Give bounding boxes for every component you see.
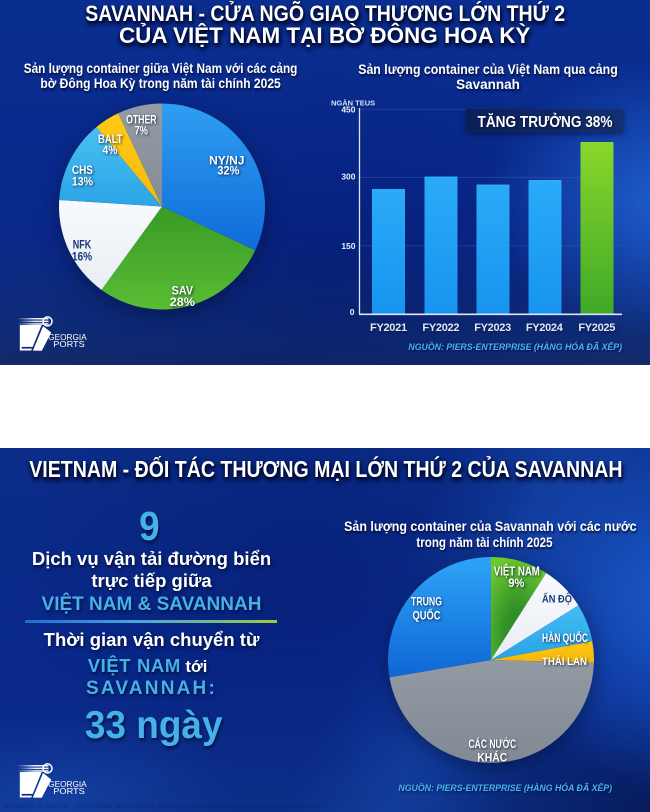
svg-text:BALT: BALT [98,133,123,146]
svg-text:FY2025: FY2025 [578,322,615,334]
svg-text:SAV: SAV [172,285,194,298]
svg-text:9%: 9% [508,578,524,590]
svg-text:QUỐC: QUỐC [413,607,441,622]
svg-text:FY2024: FY2024 [526,322,564,334]
svg-text:7%: 7% [134,124,148,137]
svg-text:0: 0 [350,307,355,317]
svg-text:150: 150 [341,241,355,251]
svg-text:NGÀN TEUS: NGÀN TEUS [331,99,375,108]
svg-text:HÀN QUỐC: HÀN QUỐC [542,629,588,645]
svg-text:VIỆT NAM: VIỆT NAM [494,564,540,579]
svg-text:16%: 16% [72,251,92,264]
svg-text:FY2023: FY2023 [474,322,511,334]
svg-text:PORTS: PORTS [53,340,85,349]
svg-text:OTHER: OTHER [126,114,157,127]
svg-text:13%: 13% [72,176,93,189]
svg-text:CÁC NƯỚC: CÁC NƯỚC [468,737,516,752]
svg-text:450: 450 [341,104,355,114]
svg-text:GEORGIA: GEORGIA [48,333,87,342]
svg-text:THÁI LAN: THÁI LAN [542,654,587,668]
svg-text:TĂNG TRƯỞNG 38%: TĂNG TRƯỞNG 38% [478,113,613,131]
svg-text:GEORGIA: GEORGIA [48,780,87,789]
svg-text:KHÁC: KHÁC [477,751,507,765]
svg-text:CHS: CHS [72,164,93,177]
svg-text:300: 300 [341,172,355,182]
svg-text:4%: 4% [103,144,118,157]
svg-text:TRUNG: TRUNG [411,596,442,608]
svg-text:ẤN ĐỘ: ẤN ĐỘ [542,592,572,606]
svg-text:NFK: NFK [73,239,92,253]
svg-text:FY2022: FY2022 [422,322,459,334]
svg-text:FY2021: FY2021 [370,322,407,334]
svg-text:NY/NJ: NY/NJ [209,153,244,167]
svg-text:32%: 32% [217,165,239,178]
svg-text:PORTS: PORTS [53,787,85,796]
svg-text:28%: 28% [170,295,195,309]
